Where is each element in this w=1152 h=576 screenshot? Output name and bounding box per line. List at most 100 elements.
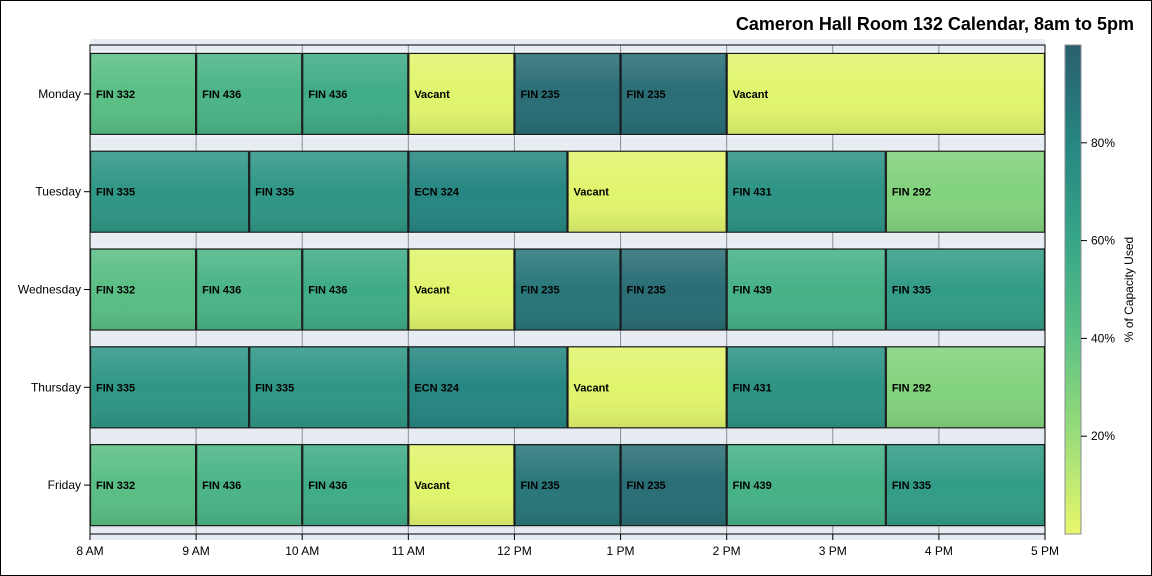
- row-gap-band: [90, 332, 1045, 345]
- bar-segment-shade: [409, 445, 513, 525]
- segment-label: FIN 431: [733, 382, 772, 394]
- x-tick-label: 8 AM: [76, 544, 103, 558]
- bar-segment-shade: [409, 54, 513, 134]
- bar-segment-shade: [728, 445, 885, 525]
- x-tick-label: 11 AM: [392, 544, 425, 558]
- bar-segment-shade: [197, 250, 301, 329]
- bar-segment-shade: [303, 250, 407, 329]
- bar-segment-shade: [622, 54, 726, 134]
- bar-segment-shade: [250, 152, 407, 232]
- segment-label: FIN 436: [308, 285, 347, 297]
- colorbar-title: % of Capacity Used: [1122, 237, 1136, 342]
- bar-segment-shade: [887, 152, 1044, 232]
- segment-label: Vacant: [414, 89, 450, 101]
- bar-segment-shade: [622, 445, 726, 525]
- row-gap-band: [90, 430, 1045, 443]
- segment-label: FIN 431: [733, 187, 772, 199]
- segment-label: FIN 335: [255, 382, 294, 394]
- segment-label: ECN 324: [414, 382, 460, 394]
- segment-label: FIN 436: [202, 480, 241, 492]
- segment-label: FIN 235: [520, 285, 559, 297]
- bar-segment-shade: [303, 54, 407, 134]
- bar-segment-shade: [515, 445, 620, 525]
- segment-label: FIN 235: [627, 480, 666, 492]
- bar-segment-shade: [515, 54, 620, 134]
- segment-label: FIN 332: [96, 89, 135, 101]
- bar-segment-shade: [250, 347, 407, 427]
- x-tick-label: 10 AM: [285, 544, 319, 558]
- bar-segment-shade: [91, 250, 195, 329]
- bar-segment-shade: [515, 250, 620, 329]
- colorbar-legend: 20% 40% 60% 80% % of Capacity Used: [1064, 44, 1136, 535]
- segment-label: Vacant: [733, 89, 769, 101]
- x-tick-label: 9 AM: [182, 544, 209, 558]
- segment-label: ECN 324: [414, 187, 460, 199]
- bar-segment-shade: [91, 152, 248, 232]
- segment-label: FIN 235: [627, 89, 666, 101]
- y-tick-label: Thursday: [31, 380, 81, 394]
- x-axis: 8 AM 9 AM 10 AM 11 AM 12 PM 1 PM 2 PM 3 PM 4 PM 5…: [76, 533, 1059, 558]
- x-tick-label: 4 PM: [925, 544, 953, 558]
- segment-label: Vacant: [414, 480, 450, 492]
- colorbar-gradient: [1064, 44, 1082, 535]
- row-gap-band: [90, 136, 1045, 149]
- x-tick-label: 1 PM: [607, 544, 635, 558]
- bar-segment-shade: [728, 152, 885, 232]
- x-tick-label: 3 PM: [819, 544, 847, 558]
- segment-label: Vacant: [574, 382, 610, 394]
- segment-label: FIN 335: [892, 285, 931, 297]
- segment-label: Vacant: [574, 187, 610, 199]
- bar-segment-shade: [197, 54, 301, 134]
- segment-label: FIN 292: [892, 382, 931, 394]
- bar-segment-shade: [409, 250, 513, 329]
- x-tick-label: 2 PM: [713, 544, 741, 558]
- bar-segment-shade: [728, 54, 1044, 134]
- bar-segment-shade: [303, 445, 407, 525]
- segment-label: FIN 335: [96, 187, 135, 199]
- bar-segment-shade: [409, 347, 566, 427]
- colorbar-tick-label: 80%: [1091, 136, 1115, 150]
- bar-segments: [89, 52, 1046, 527]
- bar-segment-shade: [569, 152, 726, 232]
- segment-label: FIN 439: [733, 285, 772, 297]
- segment-label: FIN 292: [892, 187, 931, 199]
- row-gap-band: [90, 234, 1045, 247]
- x-tick-label: 5 PM: [1031, 544, 1059, 558]
- bar-segment-shade: [728, 250, 885, 329]
- bar-segment-shade: [887, 347, 1044, 427]
- colorbar-tick-label: 40%: [1091, 331, 1115, 345]
- segment-label: FIN 439: [733, 480, 772, 492]
- colorbar-tick-label: 20%: [1091, 429, 1115, 443]
- y-tick-label: Friday: [48, 478, 81, 492]
- bar-segment-shade: [622, 250, 726, 329]
- bar-segment-shade: [728, 347, 885, 427]
- segment-label: Vacant: [414, 285, 450, 297]
- bar-segment-shade: [91, 347, 248, 427]
- y-tick-label: Monday: [38, 87, 81, 101]
- segment-label: FIN 436: [202, 89, 241, 101]
- y-tick-label: Wednesday: [18, 283, 81, 297]
- bar-segment-shade: [569, 347, 726, 427]
- segment-label: FIN 436: [308, 480, 347, 492]
- colorbar-tick-label: 60%: [1091, 234, 1115, 248]
- segment-label: FIN 436: [202, 285, 241, 297]
- bar-segment-shade: [887, 250, 1044, 329]
- segment-label: FIN 335: [96, 382, 135, 394]
- segment-labels: FIN 332 FIN 436 FIN 436 Vacant FIN 235 FIN 23…: [96, 89, 931, 492]
- x-tick-label: 12 PM: [497, 544, 532, 558]
- segment-label: FIN 335: [255, 187, 294, 199]
- chart-title: Cameron Hall Room 132 Calendar, 8am to 5…: [735, 14, 1134, 34]
- bar-segment-shade: [197, 445, 301, 525]
- segment-label: FIN 332: [96, 480, 135, 492]
- segment-label: FIN 332: [96, 285, 135, 297]
- bar-segment-shade: [409, 152, 566, 232]
- segment-label: FIN 235: [627, 285, 666, 297]
- segment-label: FIN 436: [308, 89, 347, 101]
- segment-label: FIN 335: [892, 480, 931, 492]
- bar-segment-shade: [887, 445, 1044, 525]
- y-axis: Monday Tuesday Wednesday Thursday Friday: [18, 87, 90, 492]
- segment-label: FIN 235: [520, 89, 559, 101]
- y-tick-label: Tuesday: [35, 185, 81, 199]
- bar-segment-shade: [91, 54, 195, 134]
